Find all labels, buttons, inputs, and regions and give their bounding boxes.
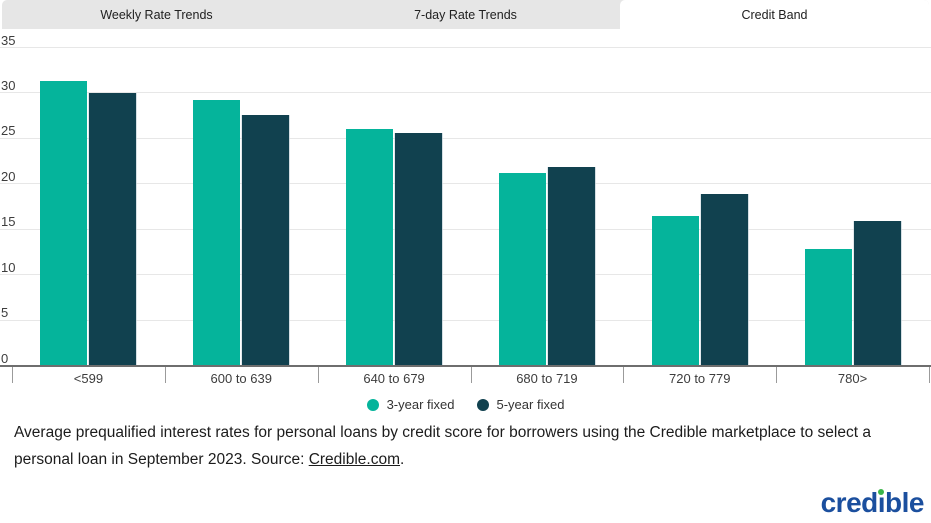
gridline-20 [0,183,931,185]
bar-5-year-fixed-2 [395,132,443,366]
x-axis-tick-2 [317,366,319,383]
bar-3-year-fixed-4 [651,216,699,366]
x-axis-tick-3 [470,366,472,383]
x-axis-tick-6 [929,366,930,383]
bar-3-year-fixed-2 [346,129,394,366]
y-axis-label-35: 35 [1,32,16,48]
y-axis-label-5: 5 [1,305,9,321]
logo-letter-i: ı [877,487,886,518]
gridline-25 [0,137,931,139]
legend-item-3-year-fixed: 3-year fixed [366,397,455,412]
y-axis-label-15: 15 [1,214,16,230]
logo-green-dot-icon [878,489,885,495]
y-axis-label-0: 0 [1,350,9,366]
bar-3-year-fixed-1 [193,100,241,366]
chart-caption: Average prequalified interest rates for … [14,419,920,473]
bar-5-year-fixed-1 [242,114,290,366]
bar-3-year-fixed-0 [40,81,88,366]
chart-legend: 3-year fixed 5-year fixed [0,397,931,412]
y-axis-label-30: 30 [1,77,16,93]
bar-chart-plot-area: 0 5 10 15 20 25 30 35 <599 600 to 639 640 to 679 68… [0,29,931,390]
legend-swatch-icon [476,398,489,411]
gridline-10 [0,274,931,276]
caption-period: . [400,451,405,468]
logo-text-part2: ble [885,487,924,518]
bar-3-year-fixed-5 [804,249,852,366]
tab-credit-band[interactable]: Credit Band [620,0,929,29]
gridline-30 [0,92,931,94]
x-axis-label-0: <599 [73,370,104,386]
tab-weekly-rate-trends[interactable]: Weekly Rate Trends [100,7,213,22]
legend-label: 3-year fixed [386,397,455,412]
x-axis-label-1: 600 to 639 [210,370,272,386]
x-axis-label-3: 680 to 719 [516,370,578,386]
tab-7day-rate-trends[interactable]: 7-day Rate Trends [414,7,517,22]
x-axis-line [0,364,931,367]
logo-text-part1: cred [820,487,879,518]
x-axis-tick-5 [776,366,778,383]
legend-item-5-year-fixed: 5-year fixed [476,397,565,412]
gridline-15 [0,228,931,230]
x-axis-tick-0 [12,366,13,383]
legend-label: 5-year fixed [496,397,565,412]
credible-com-link[interactable]: Credible.com [308,451,401,468]
caption-text: Average prequalified interest rates for … [14,424,871,468]
x-axis-tick-1 [164,366,166,383]
gridline-5 [0,319,931,321]
credible-logo: credı ble [820,487,925,518]
x-axis-label-2: 640 to 679 [363,370,425,386]
x-axis-label-5: 780> [837,370,868,386]
x-axis-tick-4 [623,366,625,383]
bar-5-year-fixed-5 [853,221,901,366]
bar-5-year-fixed-0 [89,92,137,366]
y-axis-label-20: 20 [1,168,16,184]
legend-swatch-icon [366,398,379,411]
tab-bar: Weekly Rate Trends 7-day Rate Trends Cre… [2,0,929,29]
x-axis-label-4: 720 to 779 [669,370,731,386]
y-axis-label-25: 25 [1,123,16,139]
gridline-35 [0,47,931,48]
bar-5-year-fixed-3 [547,166,595,366]
bar-5-year-fixed-4 [700,193,748,366]
y-axis-label-10: 10 [1,259,16,275]
bar-3-year-fixed-3 [498,172,546,366]
